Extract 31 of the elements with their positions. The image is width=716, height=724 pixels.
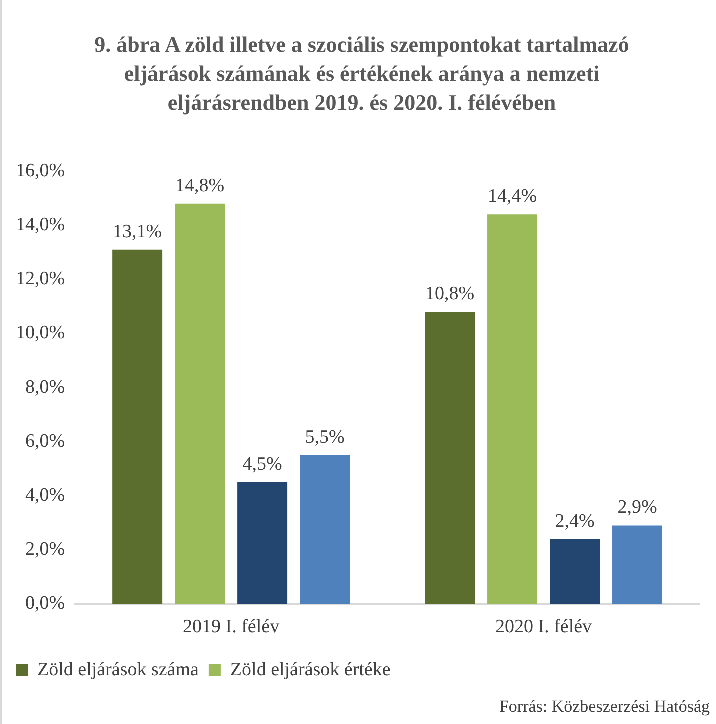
data-label: 4,5% [242,454,283,475]
data-label: 10,8% [425,284,475,305]
data-label: 2,9% [618,497,658,518]
data-label: 14,8% [176,175,225,196]
bar [112,250,163,604]
text: Forrás: Közbeszerzési Hatóság [499,697,710,717]
x-tick-label: 2019 I. félév [183,616,280,638]
data-label: 14,4% [488,186,538,208]
y-tick-label: 14,0% [16,214,66,236]
bar [238,482,288,604]
legend-label: Zöld eljárások értéke [230,659,391,680]
y-tick-label: 12,0% [16,268,66,290]
data-label: 13,1% [113,221,162,242]
y-tick-label: 16,0% [16,160,66,182]
bar [425,312,476,604]
legend-label: Zöld eljárások száma [38,659,200,680]
y-tick-label: 6,0% [26,430,66,452]
y-tick-label: 10,0% [16,322,66,344]
bar [300,455,350,604]
y-tick-label: 8,0% [26,376,66,398]
x-tick-label: 2020 I. félév [495,616,593,638]
y-tick-label: 2,0% [26,539,66,560]
chart-title: 9. ábra A zöld illetve a szociális szempontokat tartalmazó eljárások számának és értékének aránya a nemzeti eljárásrendben 2019. és 2020. I. félévében [94,31,630,117]
bar [175,204,226,604]
bar [550,539,600,604]
bar [488,214,538,604]
bar [612,526,663,604]
data-label: 2,4% [555,510,595,532]
data-label: 5,5% [305,426,346,448]
y-tick-label: 0,0% [26,593,66,614]
y-tick-label: 4,0% [26,484,66,506]
